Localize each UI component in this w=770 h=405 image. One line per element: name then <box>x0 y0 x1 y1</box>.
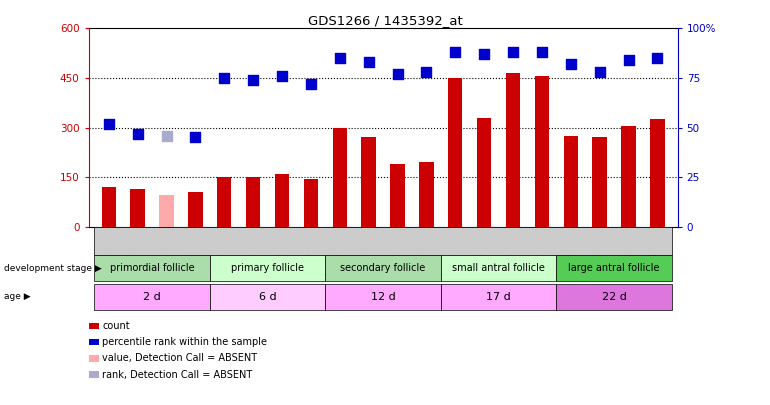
Bar <box>130 189 145 227</box>
Point <box>189 134 202 141</box>
Bar <box>333 128 347 227</box>
Point <box>651 55 664 61</box>
Bar <box>188 192 203 227</box>
Text: primary follicle: primary follicle <box>231 263 304 273</box>
Bar <box>361 138 376 227</box>
Bar <box>564 136 578 227</box>
Text: percentile rank within the sample: percentile rank within the sample <box>102 337 267 347</box>
Point <box>564 61 577 67</box>
Text: large antral follicle: large antral follicle <box>568 263 660 273</box>
Text: 22 d: 22 d <box>601 292 627 302</box>
Text: secondary follicle: secondary follicle <box>340 263 426 273</box>
Point <box>622 57 634 63</box>
Text: age ▶: age ▶ <box>4 292 31 301</box>
Point <box>218 75 230 81</box>
Bar <box>390 164 405 227</box>
Point <box>247 77 259 83</box>
Bar <box>506 73 521 227</box>
Text: 6 d: 6 d <box>259 292 276 302</box>
Point <box>333 55 346 61</box>
Point <box>507 49 519 55</box>
Text: rank, Detection Call = ABSENT: rank, Detection Call = ABSENT <box>102 370 253 379</box>
Bar <box>650 119 665 227</box>
Bar <box>477 117 491 227</box>
Point <box>305 81 317 87</box>
Text: small antral follicle: small antral follicle <box>452 263 545 273</box>
Bar <box>448 78 463 227</box>
Point <box>102 120 115 127</box>
Text: value, Detection Call = ABSENT: value, Detection Call = ABSENT <box>102 354 257 363</box>
Bar <box>592 138 607 227</box>
Text: 2 d: 2 d <box>143 292 161 302</box>
Bar <box>275 174 290 227</box>
Point <box>160 132 172 139</box>
Point <box>276 73 288 79</box>
Point <box>363 59 375 65</box>
Text: count: count <box>102 321 130 331</box>
Bar <box>217 177 232 227</box>
Point <box>420 69 433 75</box>
Text: 12 d: 12 d <box>370 292 396 302</box>
Text: GDS1266 / 1435392_at: GDS1266 / 1435392_at <box>308 14 462 27</box>
Text: development stage ▶: development stage ▶ <box>4 264 102 273</box>
Bar <box>419 162 434 227</box>
Point <box>536 49 548 55</box>
Bar <box>534 76 549 227</box>
Point <box>449 49 461 55</box>
Point <box>478 51 490 58</box>
Bar <box>621 126 636 227</box>
Bar <box>159 195 174 227</box>
Point <box>594 69 606 75</box>
Text: primordial follicle: primordial follicle <box>110 263 194 273</box>
Text: 17 d: 17 d <box>486 292 511 302</box>
Point <box>132 130 144 137</box>
Point <box>391 71 403 77</box>
Bar <box>102 187 116 227</box>
Bar <box>303 179 318 227</box>
Bar <box>246 177 260 227</box>
